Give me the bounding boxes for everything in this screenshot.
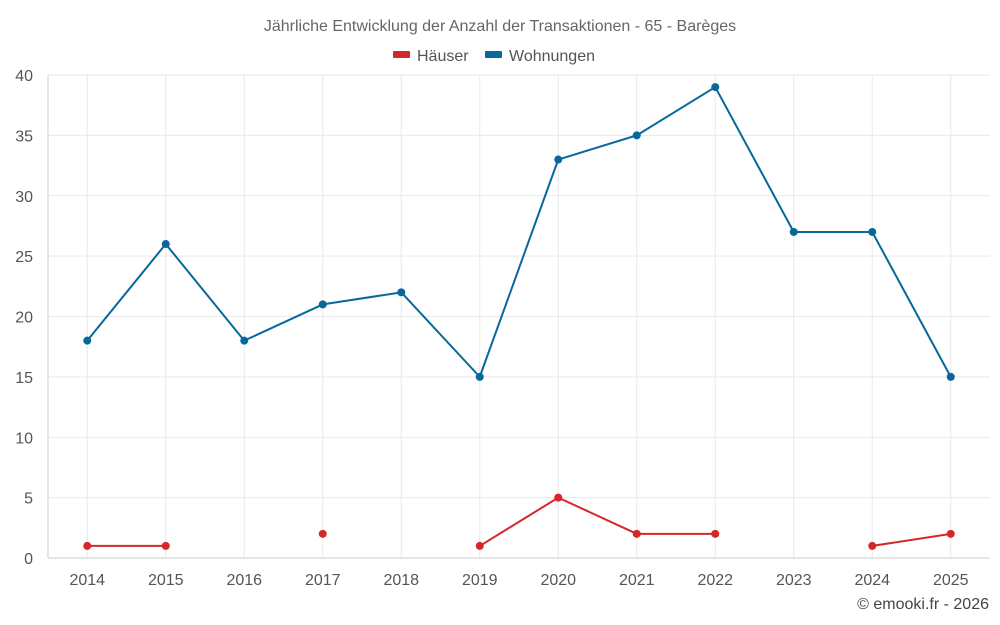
data-point-wohnungen-2025[interactable]	[946, 372, 955, 381]
data-point-haeuser-2014[interactable]	[83, 541, 92, 550]
y-tick-label: 10	[15, 430, 33, 447]
data-point-wohnungen-2015[interactable]	[161, 240, 170, 249]
series-line-wohnungen	[86, 86, 952, 378]
data-point-haeuser-2015[interactable]	[161, 541, 170, 550]
gridlines	[48, 74, 990, 558]
data-point-haeuser-2021[interactable]	[632, 529, 641, 538]
x-tick-label: 2024	[854, 572, 890, 589]
x-tick-label: 2020	[540, 572, 576, 589]
y-tick-label: 30	[15, 189, 33, 206]
x-tick-label: 2018	[383, 572, 419, 589]
series-haeuser	[83, 493, 955, 550]
data-point-wohnungen-2021[interactable]	[632, 131, 641, 140]
x-tick-label: 2014	[69, 572, 105, 589]
series-line-haeuser	[872, 532, 951, 547]
y-tick-label: 0	[24, 551, 33, 568]
y-tick-label: 40	[15, 68, 33, 85]
y-tick-label: 5	[24, 491, 33, 508]
data-point-wohnungen-2023[interactable]	[789, 227, 798, 236]
data-point-haeuser-2019[interactable]	[475, 541, 484, 550]
data-point-haeuser-2025[interactable]	[946, 529, 955, 538]
data-point-wohnungen-2020[interactable]	[554, 155, 563, 164]
legend-swatch-wohnungen	[485, 51, 502, 58]
series-wohnungen	[83, 83, 955, 381]
y-tick-label: 25	[15, 249, 33, 266]
data-point-haeuser-2020[interactable]	[554, 493, 563, 502]
x-tick-label: 2015	[148, 572, 184, 589]
data-point-haeuser-2022[interactable]	[711, 529, 720, 538]
x-tick-label: 2021	[619, 572, 655, 589]
series-layer	[83, 83, 955, 550]
x-tick-label: 2019	[462, 572, 498, 589]
legend-label-wohnungen[interactable]: Wohnungen	[509, 48, 595, 65]
series-line-haeuser	[479, 496, 716, 547]
data-point-wohnungen-2016[interactable]	[240, 336, 249, 345]
x-tick-label: 2017	[305, 572, 341, 589]
x-tick-label: 2025	[933, 572, 969, 589]
data-point-wohnungen-2022[interactable]	[711, 83, 720, 92]
y-tick-label: 35	[15, 128, 33, 145]
legend: Häuser Wohnungen	[393, 48, 595, 65]
x-tick-label: 2022	[697, 572, 733, 589]
credit-text: © emooki.fr - 2026	[857, 596, 989, 613]
data-point-wohnungen-2017[interactable]	[318, 300, 327, 309]
x-tick-label: 2016	[226, 572, 262, 589]
legend-label-haeuser[interactable]: Häuser	[417, 48, 469, 65]
legend-swatch-haeuser	[393, 51, 410, 58]
data-point-haeuser-2024[interactable]	[868, 541, 877, 550]
y-tick-label: 15	[15, 370, 33, 387]
chart-title: Jährliche Entwicklung der Anzahl der Tra…	[264, 18, 736, 35]
data-point-haeuser-2017[interactable]	[318, 529, 327, 538]
data-point-wohnungen-2018[interactable]	[397, 288, 406, 297]
y-tick-label: 20	[15, 310, 33, 327]
data-point-wohnungen-2019[interactable]	[475, 372, 484, 381]
data-point-wohnungen-2024[interactable]	[868, 227, 877, 236]
x-tick-label: 2023	[776, 572, 812, 589]
data-point-wohnungen-2014[interactable]	[83, 336, 92, 345]
